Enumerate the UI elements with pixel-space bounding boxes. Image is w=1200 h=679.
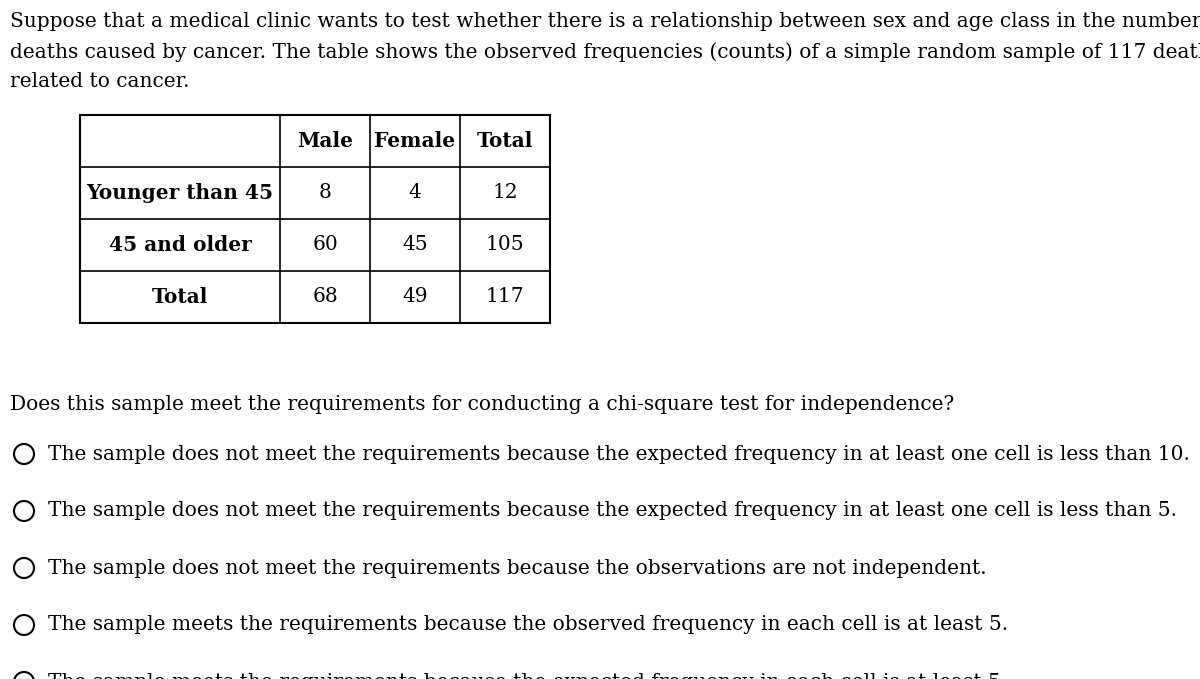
Text: related to cancer.: related to cancer. bbox=[10, 72, 190, 91]
Text: 45: 45 bbox=[402, 236, 428, 255]
Text: 60: 60 bbox=[312, 236, 338, 255]
Text: 8: 8 bbox=[318, 183, 331, 202]
Text: Younger than 45: Younger than 45 bbox=[86, 183, 274, 203]
Text: The sample does not meet the requirements because the observations are not indep: The sample does not meet the requirement… bbox=[48, 559, 986, 578]
Text: 68: 68 bbox=[312, 287, 338, 306]
Text: Total: Total bbox=[476, 131, 533, 151]
Text: deaths caused by cancer. The table shows the observed frequencies (counts) of a : deaths caused by cancer. The table shows… bbox=[10, 42, 1200, 62]
Text: Suppose that a medical clinic wants to test whether there is a relationship betw: Suppose that a medical clinic wants to t… bbox=[10, 12, 1200, 31]
Text: 45 and older: 45 and older bbox=[109, 235, 251, 255]
Text: The sample meets the requirements because the expected frequency in each cell is: The sample meets the requirements becaus… bbox=[48, 672, 1007, 679]
Text: 117: 117 bbox=[486, 287, 524, 306]
Text: The sample meets the requirements because the observed frequency in each cell is: The sample meets the requirements becaus… bbox=[48, 615, 1008, 634]
Text: 12: 12 bbox=[492, 183, 518, 202]
Text: 4: 4 bbox=[409, 183, 421, 202]
Text: Female: Female bbox=[374, 131, 456, 151]
Text: 49: 49 bbox=[402, 287, 428, 306]
Bar bbox=[80, 115, 550, 323]
Text: 105: 105 bbox=[486, 236, 524, 255]
Text: Total: Total bbox=[152, 287, 208, 307]
Text: Male: Male bbox=[298, 131, 353, 151]
Text: Does this sample meet the requirements for conducting a chi-square test for inde: Does this sample meet the requirements f… bbox=[10, 395, 954, 414]
Text: The sample does not meet the requirements because the expected frequency in at l: The sample does not meet the requirement… bbox=[48, 502, 1177, 521]
Text: The sample does not meet the requirements because the expected frequency in at l: The sample does not meet the requirement… bbox=[48, 445, 1190, 464]
